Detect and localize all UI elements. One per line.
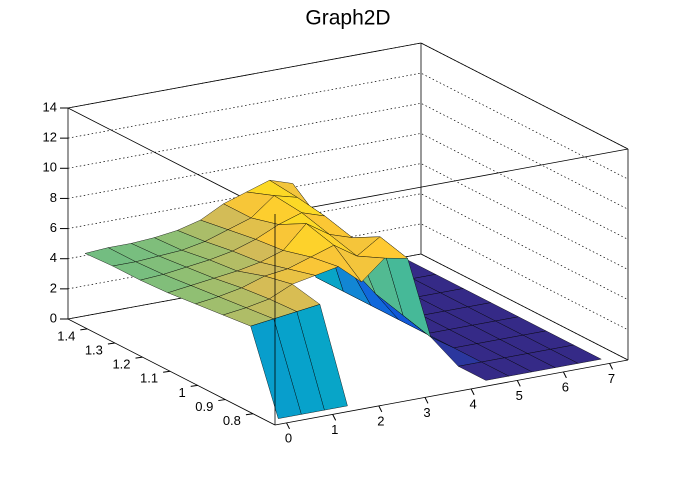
z-tick-label: 14 <box>43 99 57 114</box>
x-tick-label: 1 <box>331 422 338 437</box>
x-tick <box>332 414 337 421</box>
box-edge <box>274 359 629 426</box>
x-tick-label: 6 <box>562 379 569 394</box>
x-tick-label: 5 <box>516 388 523 403</box>
y-tick <box>80 328 88 331</box>
box-edge <box>67 318 276 426</box>
box-edge <box>420 253 629 361</box>
x-tick <box>609 363 613 370</box>
x-tick-label: 4 <box>469 396 476 411</box>
x-tick-label: 7 <box>608 371 615 386</box>
y-tick <box>218 399 226 402</box>
chart-title: Graph2D <box>305 7 390 30</box>
y-tick-label: 0.9 <box>195 399 213 414</box>
z-tick-label: 8 <box>50 190 57 205</box>
x-tick-label: 3 <box>423 405 430 420</box>
z-tick-label: 0 <box>50 310 57 325</box>
y-tick <box>245 413 253 416</box>
box-edge <box>67 42 422 109</box>
z-tick-label: 6 <box>50 220 57 235</box>
y-tick-label: 1 <box>178 385 185 400</box>
surface-cell <box>457 361 510 381</box>
z-tick-label: 12 <box>43 130 57 145</box>
y-tick-label: 1.4 <box>57 328 75 343</box>
x-tick <box>516 380 521 387</box>
box-edge <box>420 42 629 150</box>
surface-cell <box>250 318 302 419</box>
grid-line <box>67 102 629 210</box>
y-tick-label: 1.3 <box>85 342 103 357</box>
y-tick <box>107 342 115 345</box>
box-edge <box>274 148 629 215</box>
x-tick <box>378 405 383 413</box>
y-tick-label: 1.1 <box>140 371 158 386</box>
y-tick-label: 1.2 <box>112 357 130 372</box>
x-tick-label: 2 <box>377 413 384 428</box>
y-tick-label: 0.8 <box>223 413 241 428</box>
x-tick <box>470 388 475 396</box>
z-tick-label: 10 <box>43 160 57 175</box>
z-tick-label: 4 <box>50 250 57 265</box>
y-tick <box>163 370 171 373</box>
x-tick <box>286 422 290 430</box>
x-tick-label: 0 <box>285 430 292 445</box>
grid-line <box>67 133 629 240</box>
z-tick-label: 2 <box>50 280 57 295</box>
grid-line <box>67 42 629 150</box>
x-tick <box>562 371 567 379</box>
grid-line <box>67 72 629 180</box>
y-tick <box>190 384 198 387</box>
x-tick <box>424 397 429 404</box>
y-tick <box>135 356 143 359</box>
